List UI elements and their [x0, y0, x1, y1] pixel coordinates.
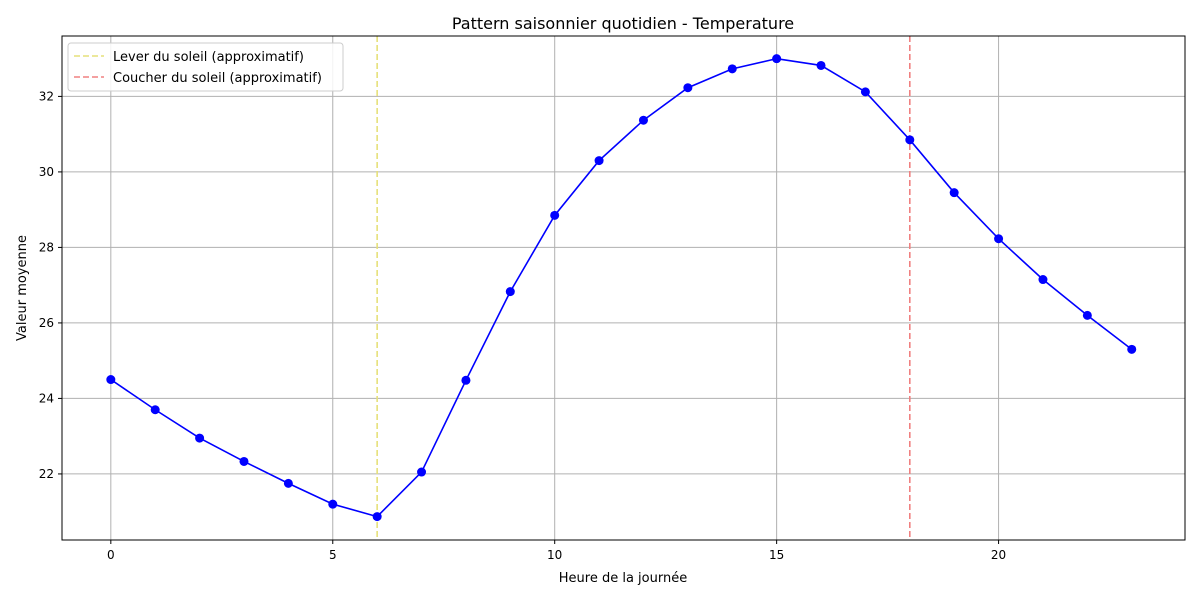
data-point: [727, 64, 737, 74]
grid: [62, 36, 1185, 540]
y-tick-label: 22: [39, 467, 54, 481]
data-point: [949, 188, 959, 198]
series-points: [106, 54, 1137, 522]
plot-frame: [61, 35, 1186, 541]
data-point: [195, 433, 205, 443]
reference-lines: [376, 36, 911, 540]
legend-sunrise-label: Lever du soleil (approximatif): [113, 50, 304, 65]
data-point: [772, 54, 782, 64]
x-tick-label: 10: [547, 548, 562, 562]
x-tick-label: 0: [107, 548, 115, 562]
legend: Lever du soleil (approximatif) Coucher d…: [67, 42, 344, 92]
data-point: [905, 135, 915, 145]
y-axis-ticks: 22 24 26 28 30 32: [39, 89, 62, 481]
data-point: [683, 83, 693, 93]
data-point: [860, 87, 870, 97]
data-point: [550, 210, 560, 220]
data-point: [1082, 310, 1092, 320]
data-point: [994, 234, 1004, 244]
y-tick-label: 24: [39, 391, 54, 405]
data-point: [1038, 275, 1048, 285]
data-point: [816, 60, 826, 70]
data-point: [372, 512, 382, 522]
legend-box: [67, 42, 344, 92]
x-tick-label: 5: [329, 548, 337, 562]
data-point: [1127, 344, 1137, 354]
y-tick-label: 32: [39, 89, 54, 103]
x-axis-ticks: 0 5 10 15 20: [107, 540, 1006, 562]
chart-title: Pattern saisonnier quotidien - Temperatu…: [452, 14, 794, 33]
y-tick-label: 26: [39, 316, 54, 330]
data-point: [638, 115, 648, 125]
data-point: [106, 375, 116, 385]
data-point: [505, 287, 515, 297]
data-point: [594, 156, 604, 166]
legend-sunset-label: Coucher du soleil (approximatif): [113, 71, 322, 86]
data-point: [283, 478, 293, 488]
data-point: [461, 375, 471, 385]
y-tick-label: 30: [39, 165, 54, 179]
data-point: [239, 456, 249, 466]
x-tick-label: 15: [769, 548, 784, 562]
series-line: [110, 57, 1133, 518]
y-tick-label: 28: [39, 240, 54, 254]
y-axis-label: Valeur moyenne: [15, 235, 30, 341]
data-point: [417, 467, 427, 477]
data-point: [328, 499, 338, 509]
x-tick-label: 20: [991, 548, 1006, 562]
x-axis-label: Heure de la journée: [559, 571, 687, 586]
data-point: [150, 405, 160, 415]
